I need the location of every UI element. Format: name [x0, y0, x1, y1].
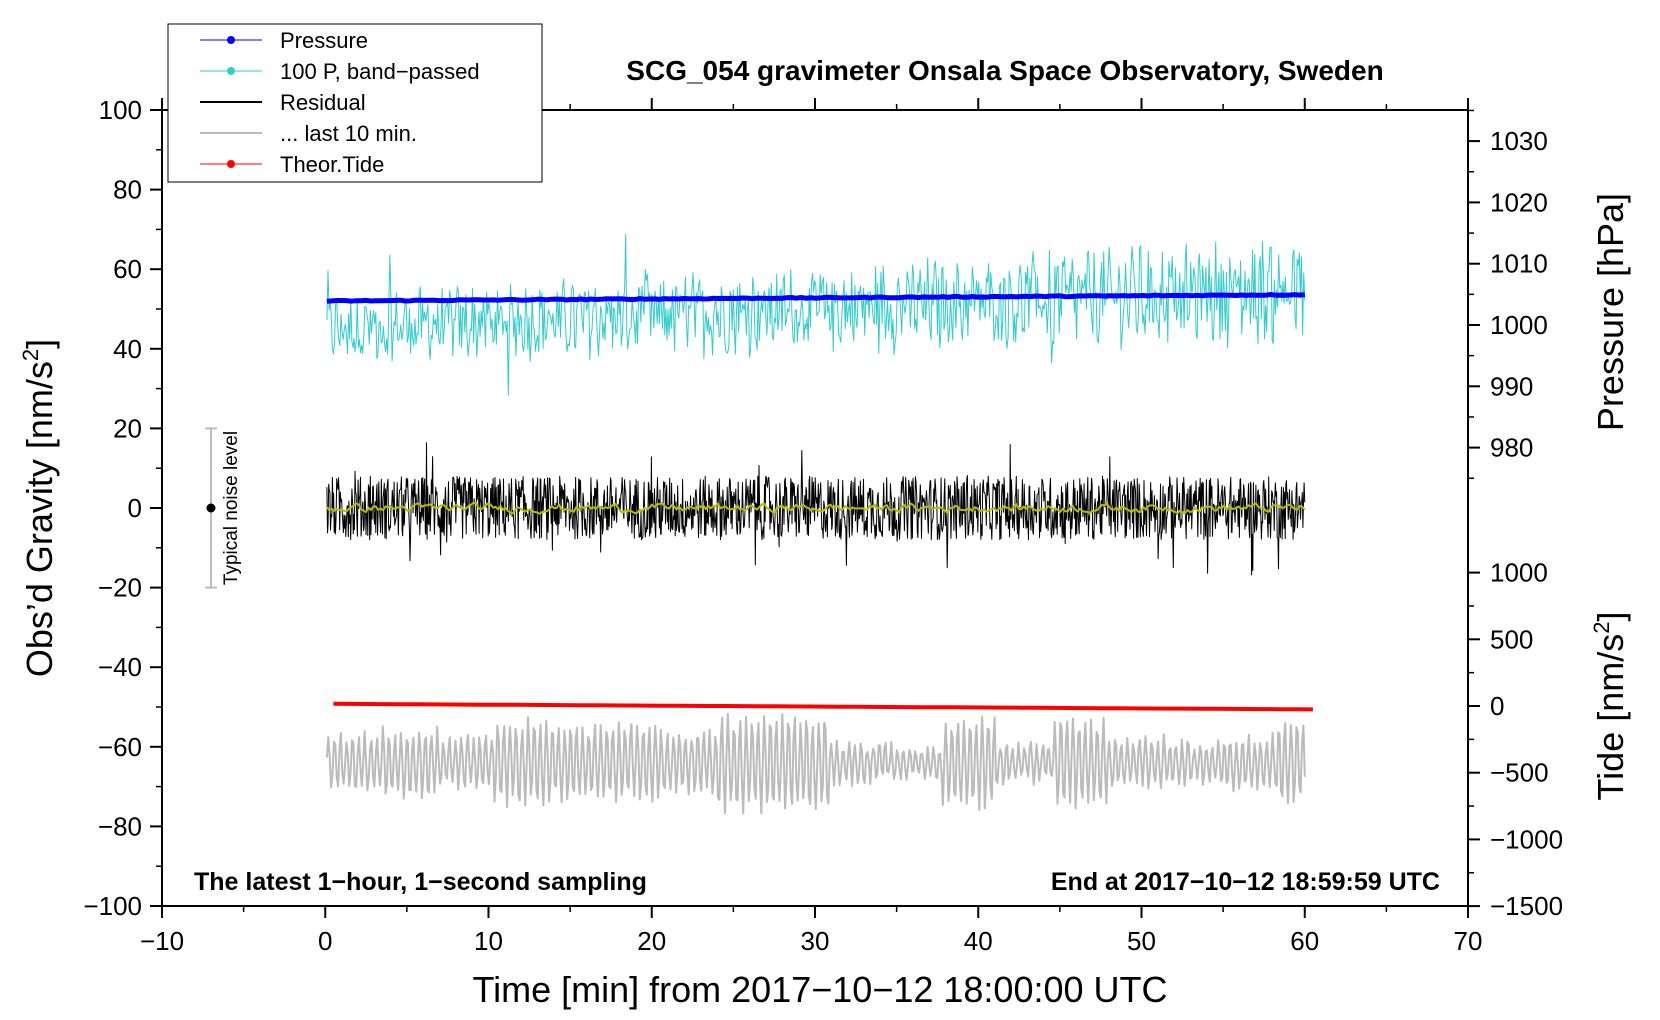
y-axis-tide-label: Tide [nm/s2]	[1589, 612, 1631, 801]
y-left-tick-label: 0	[128, 493, 142, 523]
y-axis-left-label-end: ]	[19, 339, 60, 349]
pressure-tick-label: 1030	[1490, 126, 1548, 156]
y-axis-left-label-sup: 2	[18, 349, 43, 361]
x-tick-label: 20	[637, 926, 666, 956]
pressure-tick-label: 980	[1490, 433, 1533, 463]
series-pressure	[326, 292, 1306, 304]
y-axis-tide-label-end: ]	[1590, 612, 1631, 622]
x-tick-label: 50	[1127, 926, 1156, 956]
legend-marker	[227, 67, 235, 75]
y-left-tick-label: 100	[99, 95, 142, 125]
legend-label: Residual	[280, 90, 366, 115]
legend-marker	[227, 36, 235, 44]
noise-bar-dot	[206, 503, 216, 513]
y-axis-pressure-label: Pressure [hPa]	[1590, 193, 1631, 431]
x-tick-label: 30	[801, 926, 830, 956]
annotation-sampling: The latest 1−hour, 1−second sampling	[194, 868, 647, 896]
noise-level-bar	[204, 427, 217, 589]
annotation-end-time: End at 2017−10−12 18:59:59 UTC	[1051, 868, 1440, 896]
series-residual-smoothed	[326, 501, 1306, 515]
y-axis-tide-label-main: Tide [nm/s	[1590, 634, 1631, 801]
y-left-tick-label: −60	[98, 732, 142, 762]
x-tick-label: 10	[474, 926, 503, 956]
y-axis-left-ticks: 100 80 60 40 20 0 −20 −40 −60 −80 −100	[83, 95, 162, 921]
tide-tick-label: 0	[1490, 691, 1504, 721]
x-axis-ticks: −10 0 10 20 30 40 50 60 70	[140, 98, 1483, 956]
legend-label: Theor.Tide	[280, 152, 384, 177]
y-axis-left-label-main: Obs’d Gravity [nm/s	[19, 361, 60, 677]
chart-title: SCG_054 gravimeter Onsala Space Observat…	[626, 55, 1383, 86]
legend-label: 100 P, band−passed	[280, 59, 480, 84]
y-left-tick-label: −40	[98, 652, 142, 682]
tide-tick-label: 1000	[1490, 558, 1548, 588]
tide-tick-label: 500	[1490, 624, 1533, 654]
legend: Pressure 100 P, band−passed Residual ... la…	[167, 23, 543, 183]
y-left-tick-label: 60	[113, 254, 142, 284]
legend-label: ... last 10 min.	[280, 121, 417, 146]
y-axis-left-label: Obs’d Gravity [nm/s2]	[18, 339, 60, 677]
y-axis-tide-label-sup: 2	[1589, 622, 1614, 634]
noise-level-label: Typical noise level	[221, 431, 242, 585]
tide-tick-label: −500	[1490, 758, 1549, 788]
plot-series	[325, 233, 1313, 815]
y-axis-right-ticks: 1030 1020 1010 1000 990 980 1000 500 0 −500 −1000 −…	[1468, 109, 1563, 921]
tide-tick-label: −1000	[1490, 824, 1563, 854]
y-left-tick-label: −80	[98, 811, 142, 841]
tide-tick-label: −1500	[1490, 891, 1563, 921]
pressure-tick-label: 990	[1490, 371, 1533, 401]
legend-label: Pressure	[280, 28, 368, 53]
x-tick-label: −10	[140, 926, 184, 956]
y-left-tick-label: −20	[98, 573, 142, 603]
legend-marker	[227, 160, 235, 168]
x-tick-label: 0	[318, 926, 332, 956]
x-tick-label: 60	[1290, 926, 1319, 956]
x-axis-label: Time [min] from 2017−10−12 18:00:00 UTC	[472, 969, 1167, 1010]
x-tick-label: 70	[1454, 926, 1483, 956]
y-left-tick-label: 80	[113, 175, 142, 205]
series-theoretical-tide	[333, 701, 1313, 712]
series-pressure-bandpassed	[326, 233, 1306, 396]
pressure-tick-label: 1010	[1490, 249, 1548, 279]
y-left-tick-label: 20	[113, 413, 142, 443]
pressure-tick-label: 1020	[1490, 187, 1548, 217]
x-tick-label: 40	[964, 926, 993, 956]
series-last-10-min	[325, 712, 1306, 815]
series-residual	[326, 442, 1306, 576]
y-left-tick-label: 40	[113, 334, 142, 364]
y-left-tick-label: −100	[83, 891, 142, 921]
pressure-tick-label: 1000	[1490, 310, 1548, 340]
